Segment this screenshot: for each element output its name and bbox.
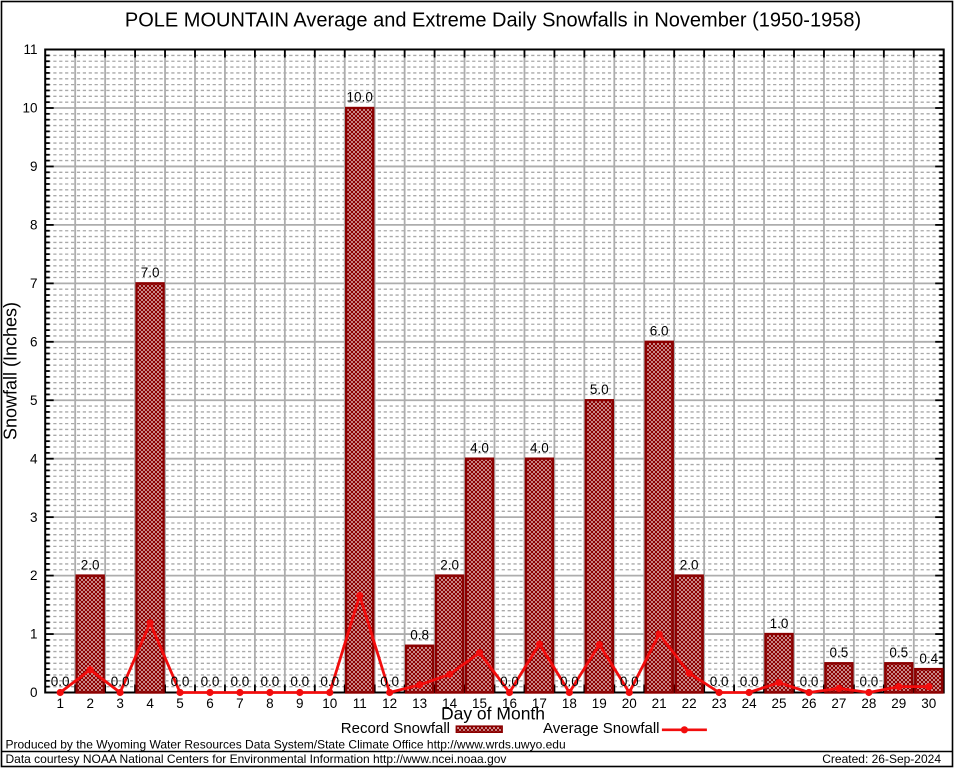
svg-text:2.0: 2.0 (440, 557, 459, 572)
svg-text:13: 13 (412, 696, 427, 711)
svg-text:2: 2 (86, 696, 94, 711)
svg-text:27: 27 (831, 696, 846, 711)
svg-text:19: 19 (592, 696, 607, 711)
svg-text:Created: 26-Sep-2024: Created: 26-Sep-2024 (822, 752, 941, 766)
svg-text:11: 11 (353, 696, 367, 711)
svg-text:18: 18 (562, 696, 577, 711)
svg-text:24: 24 (742, 696, 758, 711)
svg-text:1: 1 (30, 627, 38, 642)
svg-text:0.0: 0.0 (620, 674, 639, 689)
svg-text:0.0: 0.0 (111, 674, 130, 689)
svg-text:2.0: 2.0 (680, 557, 699, 572)
svg-text:29: 29 (891, 696, 906, 711)
svg-text:3: 3 (116, 696, 124, 711)
svg-text:30: 30 (921, 696, 936, 711)
svg-text:10: 10 (322, 696, 337, 711)
svg-text:Record Snowfall: Record Snowfall (341, 720, 450, 737)
svg-text:1.0: 1.0 (770, 616, 789, 631)
svg-text:20: 20 (622, 696, 637, 711)
svg-text:5.0: 5.0 (590, 382, 609, 397)
svg-text:9: 9 (30, 159, 38, 174)
svg-text:5: 5 (176, 696, 184, 711)
svg-text:4: 4 (30, 451, 38, 466)
svg-text:15: 15 (472, 696, 487, 711)
svg-text:8: 8 (266, 696, 274, 711)
svg-text:0.0: 0.0 (261, 674, 280, 689)
svg-text:6.0: 6.0 (650, 324, 669, 339)
svg-text:9: 9 (296, 696, 304, 711)
svg-text:Average Snowfall: Average Snowfall (543, 720, 659, 737)
svg-text:2: 2 (30, 568, 38, 583)
svg-text:0.0: 0.0 (201, 674, 220, 689)
svg-text:0.0: 0.0 (51, 674, 70, 689)
svg-text:0.0: 0.0 (290, 674, 309, 689)
svg-text:6: 6 (30, 334, 38, 349)
svg-text:Day of Month: Day of Month (441, 704, 545, 724)
svg-text:0.0: 0.0 (320, 674, 339, 689)
svg-text:26: 26 (801, 696, 816, 711)
svg-text:12: 12 (382, 696, 397, 711)
svg-text:22: 22 (682, 696, 697, 711)
svg-text:0.4: 0.4 (919, 651, 938, 666)
svg-text:6: 6 (206, 696, 214, 711)
svg-text:17: 17 (532, 696, 547, 711)
svg-text:8: 8 (30, 218, 38, 233)
svg-text:7: 7 (30, 276, 38, 291)
svg-text:0.0: 0.0 (500, 674, 519, 689)
svg-text:4.0: 4.0 (470, 440, 489, 455)
svg-text:4.0: 4.0 (530, 440, 549, 455)
svg-text:POLE MOUNTAIN Average and Extr: POLE MOUNTAIN Average and Extreme Daily … (125, 10, 861, 32)
svg-text:7.0: 7.0 (141, 265, 160, 280)
svg-text:0.0: 0.0 (231, 674, 250, 689)
svg-text:0.0: 0.0 (800, 674, 819, 689)
svg-text:0.0: 0.0 (710, 674, 729, 689)
svg-text:25: 25 (771, 696, 786, 711)
svg-text:0.0: 0.0 (860, 674, 879, 689)
svg-text:3: 3 (30, 510, 38, 525)
svg-text:5: 5 (30, 393, 38, 408)
svg-text:10.0: 10.0 (347, 90, 373, 105)
svg-text:Snowfall (Inches): Snowfall (Inches) (1, 302, 21, 440)
svg-text:21: 21 (652, 696, 667, 711)
svg-text:2.0: 2.0 (81, 557, 100, 572)
svg-text:0: 0 (30, 685, 38, 700)
svg-text:0.0: 0.0 (380, 674, 399, 689)
svg-text:0.0: 0.0 (740, 674, 759, 689)
svg-text:0.8: 0.8 (410, 627, 429, 642)
svg-text:14: 14 (442, 696, 458, 711)
svg-text:Produced by the Wyoming Water: Produced by the Wyoming Water Resources … (6, 738, 566, 752)
svg-text:Data courtesy NOAA National Ce: Data courtesy NOAA National Centers for … (6, 752, 507, 766)
svg-text:11: 11 (23, 42, 37, 57)
svg-text:0.5: 0.5 (830, 645, 849, 660)
svg-text:4: 4 (146, 696, 154, 711)
svg-text:16: 16 (502, 696, 517, 711)
svg-text:0.0: 0.0 (171, 674, 190, 689)
svg-text:23: 23 (712, 696, 727, 711)
svg-text:28: 28 (861, 696, 876, 711)
svg-text:0.5: 0.5 (889, 645, 908, 660)
svg-text:7: 7 (236, 696, 244, 711)
svg-text:10: 10 (22, 101, 37, 116)
svg-text:0.0: 0.0 (560, 674, 579, 689)
svg-text:1: 1 (56, 696, 64, 711)
